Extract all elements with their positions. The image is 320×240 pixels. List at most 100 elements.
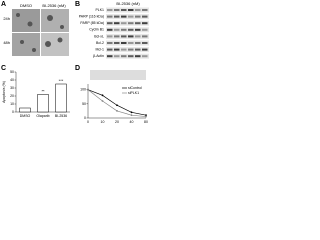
micrograph — [41, 9, 69, 32]
x-tick-label: Olaparib — [36, 114, 49, 118]
blot-band — [121, 15, 127, 18]
blot-band — [128, 55, 134, 58]
panel-letter: C — [1, 65, 6, 72]
blot-label: Bcl-xL — [94, 34, 104, 38]
inset-blot — [90, 70, 146, 80]
blot-label: Cyclin B1 — [89, 28, 104, 32]
point — [116, 104, 118, 107]
point — [130, 114, 133, 117]
blot-band — [135, 28, 141, 31]
y-tick-label: 0 — [12, 110, 14, 114]
cells — [16, 13, 64, 52]
y-tick-label: 30 — [10, 86, 14, 90]
blot-band — [114, 22, 120, 25]
blot-band — [135, 9, 141, 11]
blot-band — [114, 42, 120, 44]
blot-band — [121, 9, 127, 11]
blot-strip — [106, 7, 149, 13]
x-tick-label: 10 — [101, 120, 105, 124]
blot-band — [121, 55, 127, 58]
blot-strip — [106, 40, 149, 46]
blot-band — [142, 42, 148, 44]
blot-strip — [106, 14, 149, 20]
point — [101, 94, 104, 97]
blot-band — [107, 35, 113, 38]
point — [130, 111, 133, 114]
blot-band — [128, 22, 134, 25]
x-tick-label: 40 — [130, 120, 134, 124]
blot-band — [107, 15, 113, 18]
blot-band — [142, 35, 148, 38]
point — [116, 110, 118, 112]
micrograph — [12, 9, 40, 32]
blot-band — [142, 48, 148, 51]
x-tick-label: 20 — [115, 120, 119, 124]
row-label: 48h — [3, 40, 10, 45]
blot-band — [107, 22, 113, 25]
row-label: 24h — [3, 16, 10, 21]
blot-label: Mcl-1 — [95, 48, 104, 52]
blot-band — [135, 15, 141, 18]
legend-label: siControl — [128, 86, 142, 90]
bar-chart: Apoptosis (%) 0 10 20 30 40 50 DMSO Olaparib ** BI… — [2, 70, 70, 118]
panel-letter: D — [75, 65, 80, 72]
bar — [19, 107, 31, 113]
legend-label: siPLK1 — [128, 91, 139, 95]
blot-label: β-Actin — [93, 54, 104, 58]
panel-letter: B — [75, 1, 80, 8]
blot-strip — [106, 33, 149, 39]
blot-band — [128, 42, 134, 44]
blot-band — [142, 28, 148, 31]
blot-band — [121, 48, 127, 51]
bar — [55, 83, 67, 113]
column-label: DMSO — [20, 3, 32, 8]
x-tick-label: 80 — [144, 120, 148, 124]
blot-band — [121, 22, 127, 25]
blot-band — [135, 35, 141, 38]
blot-band — [114, 55, 120, 58]
blot-band — [107, 9, 113, 11]
blot-band — [107, 55, 113, 58]
blot-band — [135, 42, 141, 44]
blot-band — [142, 22, 148, 25]
panel-letter: A — [1, 1, 6, 8]
blot-band — [107, 48, 113, 51]
y-tick-label: 50 — [82, 102, 86, 106]
blot-label: PARP (85 kDa) — [80, 21, 104, 25]
x-tick-label: DMSO — [20, 114, 31, 118]
blot-band — [142, 55, 148, 58]
blot-band — [128, 28, 134, 31]
blot-band — [114, 35, 120, 38]
point — [87, 88, 89, 91]
blot-band — [128, 35, 134, 38]
blot-band — [135, 22, 141, 25]
blot-header: BI-2536 (nM) — [116, 1, 140, 6]
blot-strip — [106, 20, 149, 26]
blot-band — [135, 48, 141, 51]
blot-band — [121, 35, 127, 38]
blot-panel: PLK1 PARP (116 kDa) PARP (85 kDa) Cyclin B1… — [79, 7, 149, 59]
blot-band — [142, 9, 148, 11]
blot-strip — [106, 27, 149, 33]
blot-band — [142, 15, 148, 18]
blot-band — [128, 15, 134, 18]
blot-band — [114, 48, 120, 51]
bar — [37, 94, 49, 113]
significance: ** — [41, 88, 45, 93]
blot-band — [128, 9, 134, 11]
column-label: BI-2536 (nM) — [42, 3, 66, 8]
blot-band — [135, 55, 141, 58]
point — [145, 114, 147, 117]
blot-band — [114, 28, 120, 31]
y-axis-label: Apoptosis (%) — [2, 81, 6, 103]
blot-label: Bcl-2 — [96, 41, 104, 45]
point — [101, 100, 104, 102]
y-tick-label: 20 — [10, 94, 14, 98]
blot-band — [121, 28, 127, 31]
y-tick-label: 100 — [80, 88, 86, 92]
y-tick-label: 10 — [10, 102, 14, 106]
blot-band — [107, 42, 113, 44]
blot-label: PARP (116 kDa) — [79, 15, 104, 19]
blot-band — [114, 9, 120, 11]
